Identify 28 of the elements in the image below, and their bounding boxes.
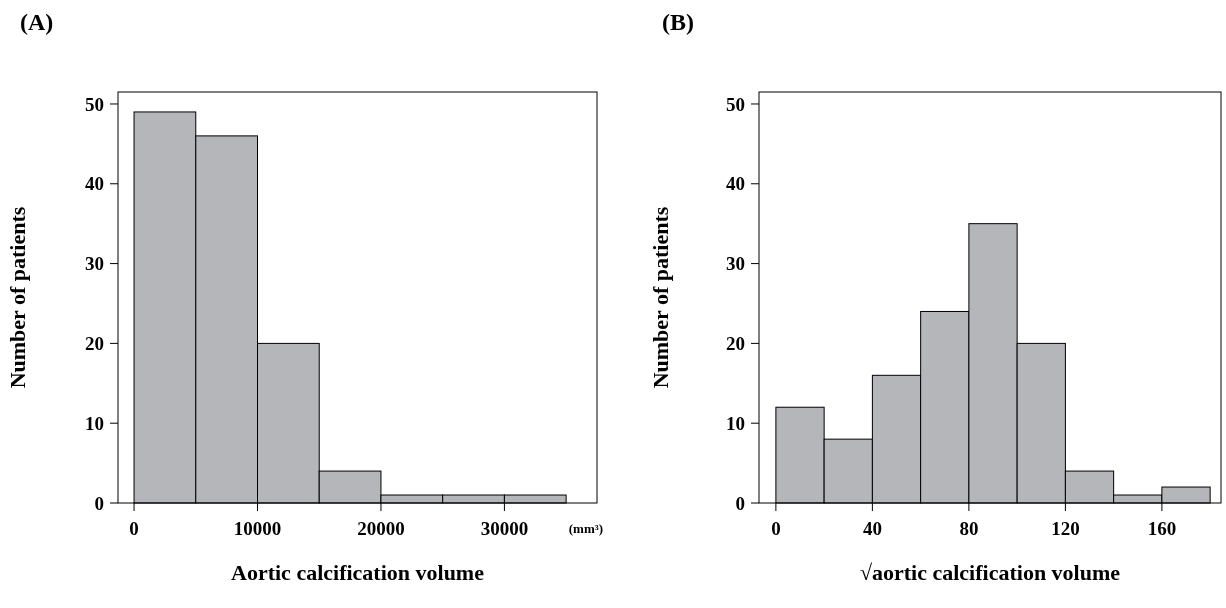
y-tick-label: 10 [85, 412, 104, 434]
x-tick-label: 80 [959, 518, 979, 539]
x-tick-label: 20000 [357, 518, 405, 539]
y-tick-label: 50 [726, 93, 745, 115]
x-tick-label: 40 [862, 518, 882, 539]
x-tick-label: 0 [771, 518, 781, 539]
chart-title: (B) [662, 9, 694, 35]
y-axis-title: Number of patients [5, 206, 30, 389]
y-axis-title: Number of patients [648, 206, 673, 389]
x-tick-label: 30000 [480, 518, 529, 539]
y-tick-label: 20 [726, 333, 745, 355]
x-tick-label: 160 [1147, 518, 1177, 539]
x-tick-label: 120 [1051, 518, 1080, 539]
text: (mm³) [568, 521, 603, 536]
y-tick-label: 40 [85, 173, 104, 195]
y-tick-label: 30 [726, 253, 745, 275]
y-tick-label: 0 [94, 492, 104, 514]
chart-title: (A) [20, 9, 54, 35]
y-tick-label: 30 [85, 253, 104, 275]
y-tick-label: 50 [85, 93, 104, 115]
x-axis-title: √aortic calcification volume [859, 560, 1121, 585]
y-tick-label: 10 [726, 412, 745, 434]
x-axis-title: Aortic calcification volume [231, 560, 485, 585]
y-tick-label: 40 [726, 173, 745, 195]
y-tick-label: 0 [735, 492, 745, 514]
x-tick-label: 10000 [233, 518, 282, 539]
x-tick-label: 0 [129, 518, 139, 539]
y-tick-label: 20 [85, 333, 104, 355]
